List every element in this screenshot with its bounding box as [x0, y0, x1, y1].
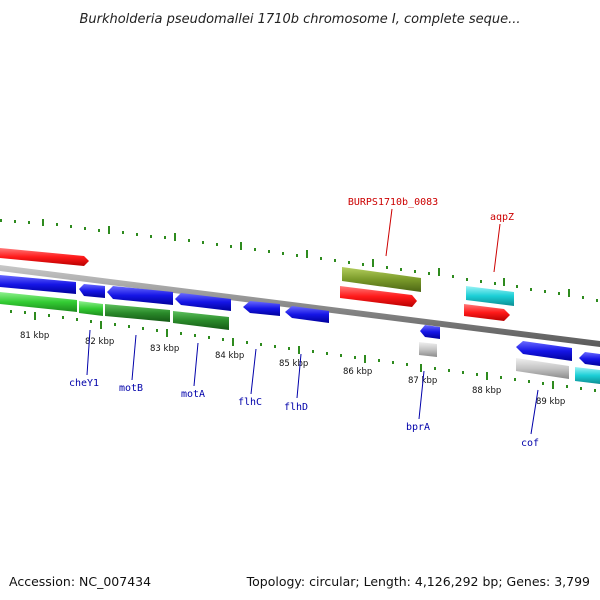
gene-burps1710b-0083[interactable]: [342, 267, 421, 292]
gene-label-flhd[interactable]: flhD: [284, 402, 308, 413]
accession-text: Accession: NC_007434: [9, 574, 151, 589]
gene-aqpz-arrow[interactable]: [340, 286, 417, 307]
gene-arrows-row-2[interactable]: [0, 292, 229, 330]
gene-cyan-cof[interactable]: [575, 367, 600, 384]
label-leader-lines: [86, 208, 539, 435]
kbp-label: 86 kbp: [343, 367, 372, 377]
gene-labels: cheY1 motB motA flhC flhD bprA cof BURPS…: [69, 197, 539, 449]
kbp-label: 84 kbp: [215, 351, 244, 361]
kbp-label: 89 kbp: [536, 397, 565, 407]
gene-label-cof[interactable]: cof: [521, 438, 539, 449]
outer-tick-ring: [0, 219, 598, 302]
gene-label-burps1710b-0083[interactable]: BURPS1710b_0083: [348, 197, 438, 208]
gene-cof-gray[interactable]: [516, 358, 569, 379]
gene-label-mota[interactable]: motA: [181, 389, 205, 400]
kbp-label: 81 kbp: [20, 331, 49, 341]
kbp-label: 83 kbp: [150, 344, 179, 354]
topology-text: Topology: circular; Length: 4,126,292 bp…: [246, 574, 590, 589]
gene-label-flhc[interactable]: flhC: [238, 397, 262, 408]
kbp-label: 82 kbp: [85, 337, 114, 347]
gene-label-motb[interactable]: motB: [119, 383, 143, 394]
gene-red-small[interactable]: [464, 304, 510, 321]
gene-label-chey1[interactable]: cheY1: [69, 378, 99, 389]
gene-arrows-row-1[interactable]: [0, 275, 600, 366]
gene-bpra-gray[interactable]: [419, 342, 437, 357]
gene-cyan-aqpz[interactable]: [466, 286, 514, 306]
inner-tick-ring: [10, 310, 596, 392]
kbp-scale-labels: 81 kbp 82 kbp 83 kbp 84 kbp 85 kbp 86 kb…: [20, 331, 565, 407]
kbp-label: 88 kbp: [472, 386, 501, 396]
map-title: Burkholderia pseudomallei 1710b chromoso…: [79, 12, 520, 27]
kbp-label: 85 kbp: [279, 359, 308, 369]
gene-label-bpra[interactable]: bprA: [406, 422, 430, 433]
gene-label-aqpz[interactable]: aqpZ: [490, 212, 514, 223]
chromosome-backbone: [0, 265, 600, 347]
upper-strand-red-gene[interactable]: [0, 248, 89, 266]
